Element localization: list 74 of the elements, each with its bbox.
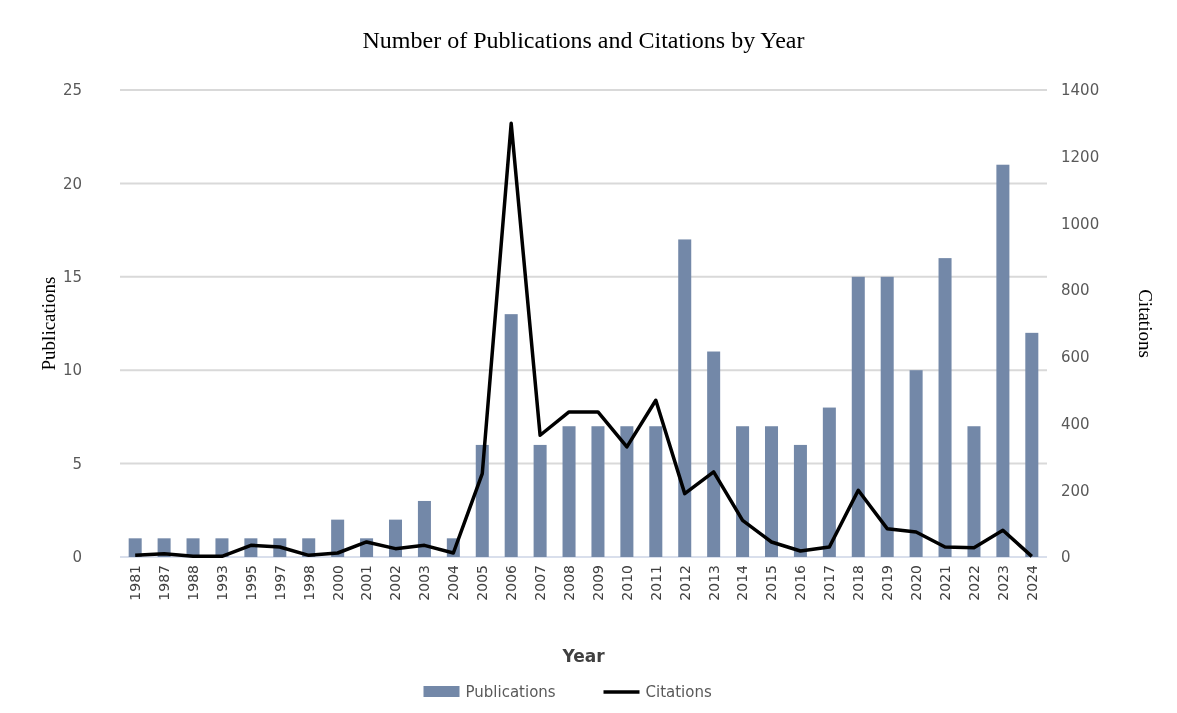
x-tick-label: 2022 <box>965 565 982 601</box>
x-tick-label: 2019 <box>879 565 896 601</box>
x-tick-label: 2015 <box>763 565 780 601</box>
y2-tick-label: 400 <box>1061 414 1090 433</box>
x-tick-label: 2017 <box>821 565 838 601</box>
bar <box>620 426 634 557</box>
line-series <box>133 121 1034 559</box>
x-tick-label: 2011 <box>647 565 664 601</box>
y-tick-label: 10 <box>62 361 82 380</box>
y2-tick-label: 1400 <box>1061 81 1100 100</box>
legend-label: Citations <box>645 683 712 702</box>
x-tick-label: 2016 <box>792 564 809 601</box>
x-tick-label: 2006 <box>503 564 520 601</box>
x-tick-label: 1987 <box>156 565 173 601</box>
y2-tick-label: 600 <box>1061 348 1090 367</box>
bar <box>562 426 576 557</box>
legend-label: Publications <box>465 683 556 702</box>
y-tick-label: 15 <box>62 268 82 287</box>
bar <box>822 407 836 557</box>
y2-tick-label: 0 <box>1061 548 1071 567</box>
bar <box>967 426 981 557</box>
bar <box>880 276 894 557</box>
x-tick-label: 2012 <box>676 565 693 601</box>
bar <box>417 500 431 557</box>
bar <box>909 370 923 557</box>
x-tick-label: 2013 <box>705 565 722 601</box>
x-tick-label: 2018 <box>850 565 867 601</box>
x-tick-label: 2021 <box>936 565 953 601</box>
bar <box>649 426 663 557</box>
x-tick-label: 2001 <box>358 565 375 601</box>
x-tick-label: 1988 <box>184 565 201 601</box>
y-tick-label: 25 <box>62 81 82 100</box>
x-tick-label: 1981 <box>127 565 144 601</box>
x-tick-label: 2008 <box>560 565 577 601</box>
x-tick-label: 2024 <box>1023 564 1040 601</box>
x-tick-label: 2000 <box>329 565 346 601</box>
x-tick-label: 1995 <box>242 565 259 601</box>
y-tick-label: 5 <box>72 454 82 473</box>
x-tick-label: 2009 <box>589 565 606 601</box>
y-axis-title: Publications <box>38 276 59 371</box>
x-tick-label: 2014 <box>734 564 751 601</box>
y-tick-label: 20 <box>62 174 82 193</box>
bar <box>765 426 779 557</box>
bar <box>678 239 692 557</box>
bar <box>851 276 865 557</box>
y-tick-label: 0 <box>72 548 82 567</box>
bar <box>996 164 1010 557</box>
y2-tick-label: 200 <box>1061 481 1090 500</box>
y2-axis-title: Citations <box>1135 289 1156 358</box>
x-tick-label: 1997 <box>271 565 288 601</box>
chart-title: Number of Publications and Citations by Year <box>362 27 805 53</box>
bar <box>504 314 518 557</box>
bar <box>707 351 721 557</box>
x-axis-title: Year <box>561 646 606 666</box>
bar <box>1025 332 1039 557</box>
y2-tick-label: 1000 <box>1061 214 1100 233</box>
bar <box>736 426 750 557</box>
x-tick-label: 2010 <box>618 565 635 601</box>
bar <box>533 444 547 557</box>
bar <box>388 519 402 557</box>
x-tick-label: 2020 <box>908 565 925 601</box>
x-tick-label: 2007 <box>532 565 549 601</box>
x-tick-label: 2004 <box>445 564 462 601</box>
bar <box>938 258 952 557</box>
x-tick-label: 1993 <box>213 565 230 601</box>
x-tick-label: 2005 <box>474 565 491 601</box>
y2-tick-label: 800 <box>1061 281 1090 300</box>
y2-tick-label: 1200 <box>1061 147 1100 166</box>
x-tick-label: 2003 <box>416 565 433 601</box>
bar <box>591 426 605 557</box>
x-tick-label: 2002 <box>387 565 404 601</box>
x-tick-label: 2023 <box>994 565 1011 601</box>
bar <box>793 444 807 557</box>
x-tick-label: 1998 <box>300 565 317 601</box>
